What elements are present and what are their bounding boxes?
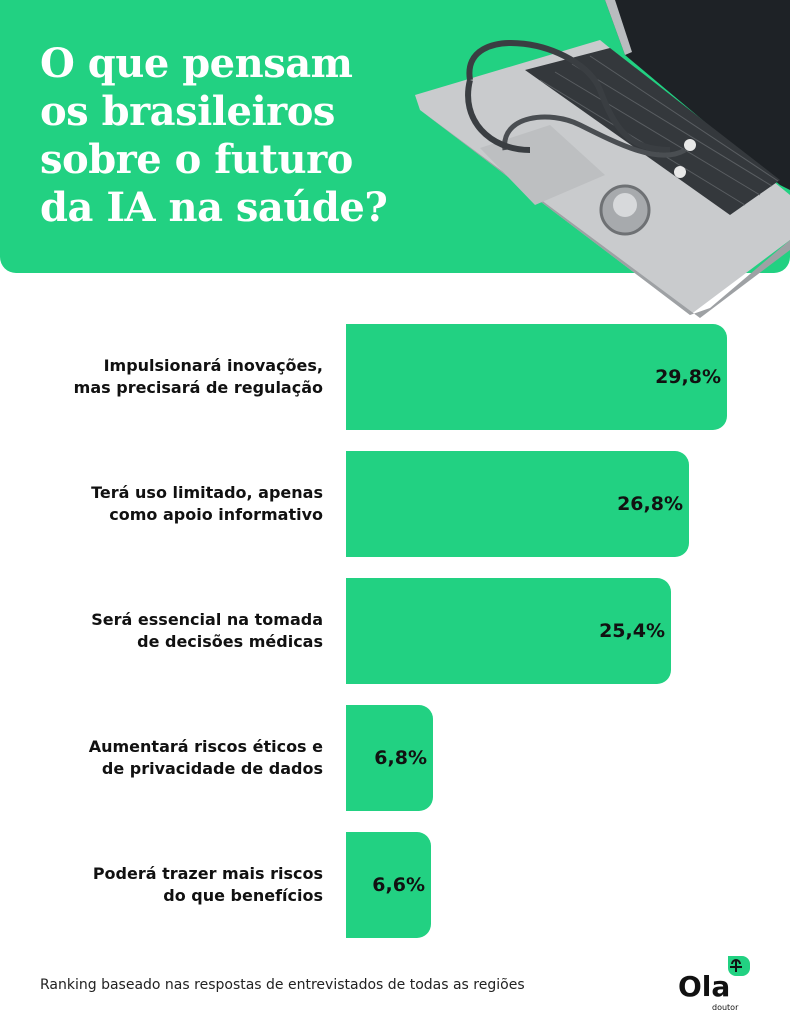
svg-text:Ola: Ola <box>678 970 730 1003</box>
bar: 6,6% <box>346 832 431 938</box>
bar: 26,8% <box>346 451 689 557</box>
value-label: 6,8% <box>374 747 427 769</box>
bar: 29,8% <box>346 324 727 430</box>
title-line: O que pensam <box>40 40 353 87</box>
title-line: sobre o futuro <box>40 136 353 183</box>
value-label: 29,8% <box>655 366 721 388</box>
chart-row: Aumentará riscos éticos e de privacidade … <box>0 705 790 811</box>
svg-text:doutor: doutor <box>712 1003 739 1012</box>
laptop-stethoscope-illustration <box>415 0 790 318</box>
chart-row: Será essencial na tomada de decisões médi… <box>0 578 790 684</box>
value-label: 6,6% <box>372 874 425 896</box>
chart-row: Poderá trazer mais riscos do que benefíci… <box>0 832 790 938</box>
title-line: da IA na saúde? <box>40 184 388 231</box>
value-label: 26,8% <box>617 493 683 515</box>
bar: 25,4% <box>346 578 671 684</box>
ola-doutor-logo: Ola doutor <box>678 956 750 1012</box>
chart-row: Impulsionará inovações, mas precisará de … <box>0 324 790 430</box>
category-label: Impulsionará inovações, mas precisará de … <box>73 356 323 397</box>
footnote: Ranking baseado nas respostas de entrevi… <box>40 977 525 993</box>
category-label: Poderá trazer mais riscos do que benefíci… <box>92 864 323 905</box>
chart-row: Terá uso limitado, apenas como apoio info… <box>0 451 790 557</box>
plus-icon <box>730 959 742 972</box>
title-line: os brasileiros <box>40 88 335 135</box>
value-label: 25,4% <box>599 620 665 642</box>
page-title: O que pensam os brasileiros sobre o futu… <box>40 40 388 232</box>
category-label: Terá uso limitado, apenas como apoio info… <box>91 483 323 524</box>
category-label: Aumentará riscos éticos e de privacidade … <box>88 737 323 778</box>
category-label: Será essencial na tomada de decisões médi… <box>91 610 323 651</box>
bar: 6,8% <box>346 705 433 811</box>
